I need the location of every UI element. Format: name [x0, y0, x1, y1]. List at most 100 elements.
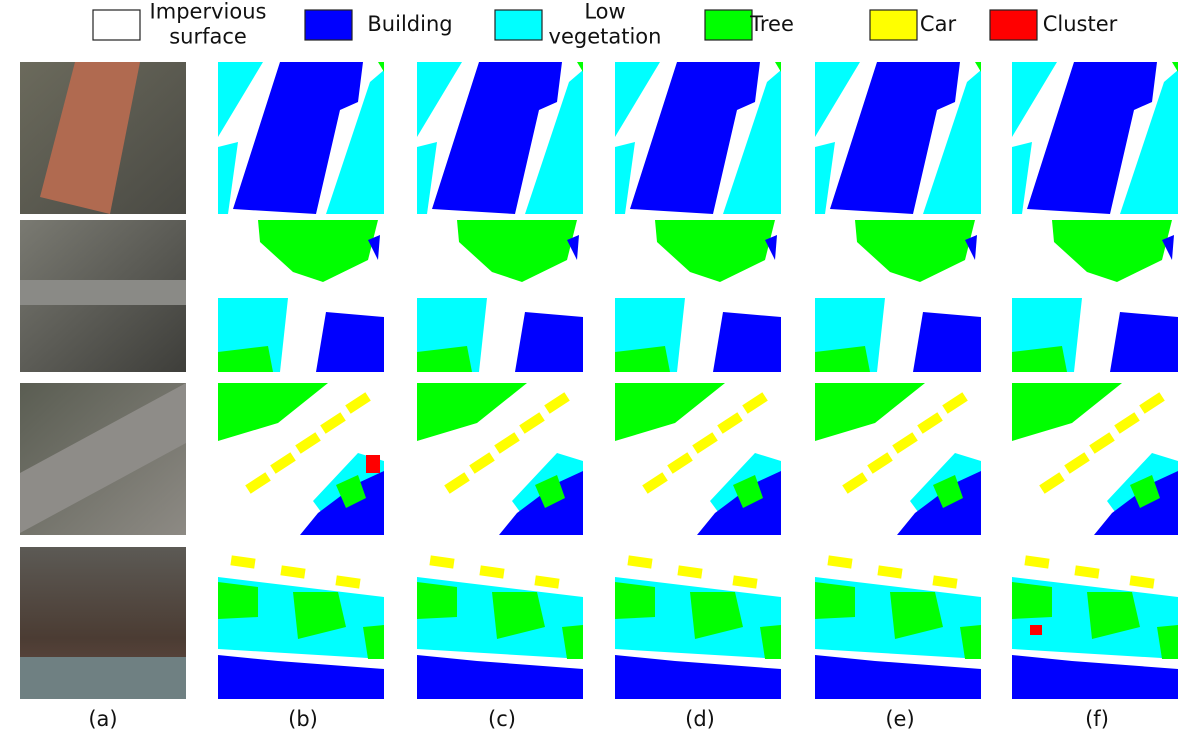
column-label: (a) [88, 707, 117, 731]
region [965, 235, 977, 260]
region [218, 346, 273, 372]
region [1130, 475, 1160, 508]
road [20, 280, 186, 305]
region [1087, 592, 1140, 639]
aerial-image [20, 383, 186, 535]
region [1162, 235, 1174, 260]
region [417, 655, 583, 699]
region [890, 592, 943, 639]
region [417, 142, 437, 214]
car-region [1114, 412, 1140, 434]
region [1012, 383, 1122, 441]
region [933, 475, 963, 508]
region [1012, 582, 1052, 619]
region [368, 235, 380, 260]
segmentation-map [218, 383, 384, 535]
column-label: (b) [288, 707, 318, 731]
segmentation-map [1012, 62, 1178, 214]
region [775, 62, 781, 72]
segmentation-map [218, 547, 384, 699]
car-region [1039, 472, 1065, 494]
car-region [627, 555, 653, 569]
region [615, 346, 670, 372]
region [1110, 312, 1178, 372]
region [457, 220, 577, 282]
region [499, 471, 583, 535]
region [363, 625, 384, 659]
car-region [827, 555, 853, 569]
region [815, 383, 925, 441]
segmentation-map [815, 220, 981, 372]
region [855, 220, 975, 282]
region [815, 62, 860, 137]
region [960, 625, 981, 659]
region [897, 471, 981, 535]
column-label: (c) [488, 707, 516, 731]
car-region [942, 392, 968, 414]
car-region [717, 412, 743, 434]
region [417, 346, 472, 372]
region [815, 655, 981, 699]
aerial-image [20, 220, 186, 372]
car-region [742, 392, 768, 414]
column-label: (d) [685, 707, 715, 731]
car-region [867, 452, 893, 474]
region [535, 475, 565, 508]
car-region [429, 555, 455, 569]
legend-swatch [704, 9, 753, 41]
segmentation-map [815, 383, 981, 535]
column-label: (e) [885, 707, 914, 731]
region [1172, 62, 1178, 72]
car-region [280, 565, 306, 579]
region [293, 592, 346, 639]
region [760, 625, 781, 659]
car-region [692, 432, 718, 454]
region [630, 62, 760, 214]
region [1012, 62, 1057, 137]
region [432, 62, 562, 214]
legend-label: Low [584, 0, 625, 24]
region [615, 62, 660, 137]
region [562, 625, 583, 659]
region [713, 312, 781, 372]
region [723, 70, 781, 214]
car-region [245, 472, 271, 494]
car-region [479, 565, 505, 579]
region [218, 655, 384, 699]
region [1052, 220, 1172, 282]
segmentation-map [615, 383, 781, 535]
car-region [677, 565, 703, 579]
region [690, 592, 743, 639]
region [1012, 655, 1178, 699]
region [615, 383, 725, 441]
legend-label: Tree [749, 12, 794, 36]
region [336, 475, 366, 508]
region [655, 220, 775, 282]
region [923, 70, 981, 214]
segmentation-map [417, 62, 583, 214]
region [378, 62, 384, 72]
region [300, 471, 384, 535]
legend-swatch [989, 9, 1038, 41]
car-region [469, 452, 495, 474]
region [1027, 62, 1157, 214]
segmentation-map [815, 62, 981, 214]
region [615, 142, 635, 214]
cluster-region [366, 455, 380, 473]
car-region [1024, 555, 1050, 569]
region [815, 346, 870, 372]
region [615, 582, 655, 619]
region [258, 220, 378, 282]
car-region [642, 472, 668, 494]
region [1012, 346, 1067, 372]
car-region [494, 432, 520, 454]
region [765, 235, 777, 260]
car-region [335, 575, 361, 589]
region [577, 62, 583, 72]
region [913, 312, 981, 372]
car-region [732, 575, 758, 589]
car-region [932, 575, 958, 589]
car-region [230, 555, 256, 569]
segmentation-map [218, 62, 384, 214]
